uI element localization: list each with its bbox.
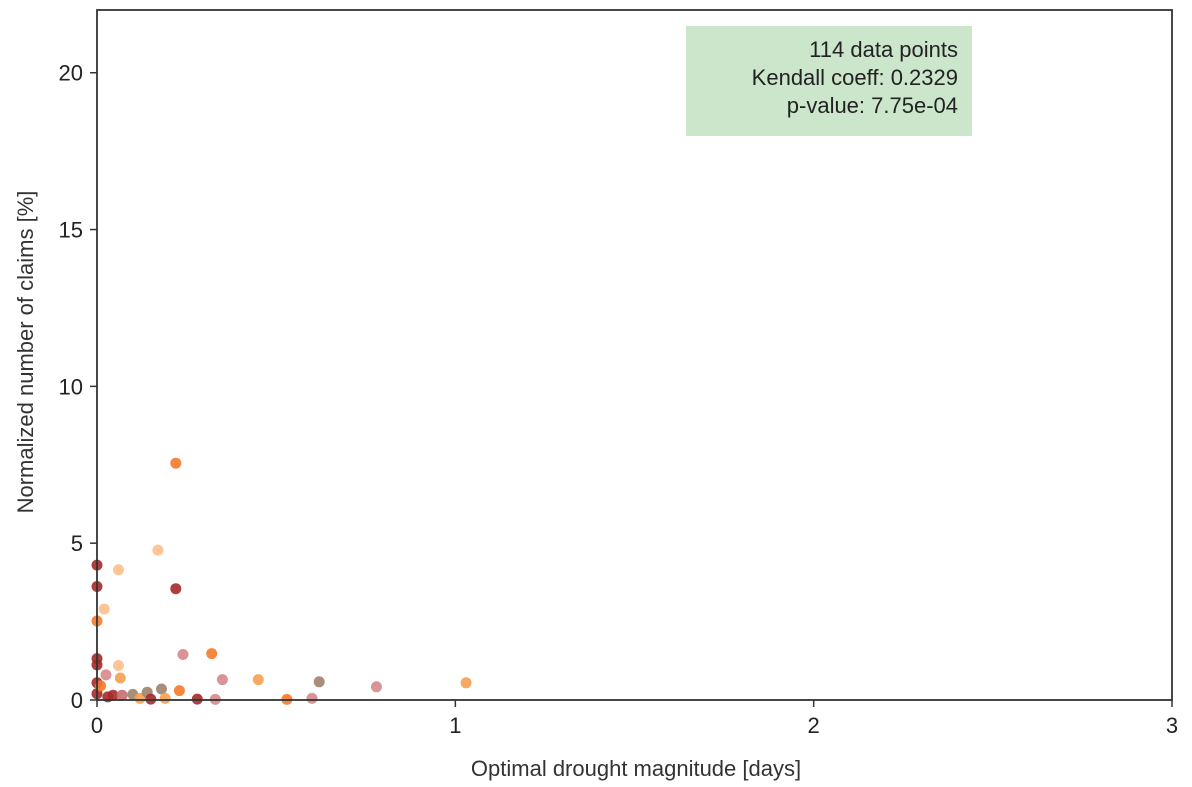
data-point [107,689,119,701]
stat-pvalue: p-value: 7.75e-04 [787,93,958,118]
data-point [252,674,264,686]
y-tick-label: 15 [59,218,83,243]
data-point [170,457,182,469]
x-tick-label: 2 [808,713,820,738]
plot-frame [96,9,1173,701]
data-point [306,692,318,704]
x-tick-label: 0 [91,713,103,738]
data-point [98,603,110,615]
stats-annotation: 114 data points Kendall coeff: 0.2329 p-… [686,26,972,136]
data-point [216,674,228,686]
data-point [100,669,112,681]
data-point [114,672,126,684]
data-point [156,683,167,695]
data-point [177,649,189,660]
y-tick-label: 10 [59,374,83,399]
data-point [116,689,128,701]
data-point [113,564,124,576]
data-point [371,681,382,693]
data-point [113,660,124,671]
data-point [152,544,164,556]
data-point [134,692,146,704]
data-point [206,648,218,660]
stat-kendall: Kendall coeff: 0.2329 [752,65,958,90]
data-point [170,583,182,595]
stat-count: 114 data points [809,37,958,62]
data-point [460,677,472,689]
axes-layer: 0 1 2 3 0 5 10 15 20 [59,9,1178,738]
y-tick-label: 0 [71,688,83,713]
data-point [145,693,157,705]
data-point [159,692,171,704]
stats-box [686,26,972,136]
data-point [191,693,203,705]
data-point [313,676,325,688]
x-axis-label: Optimal drought magnitude [days] [471,756,801,781]
x-tick-label: 1 [449,713,461,738]
y-tick-label: 5 [71,531,83,556]
points-layer [91,457,472,705]
y-axis-label: Normalized number of claims [%] [13,191,38,514]
x-tick-label: 3 [1166,713,1178,738]
data-point [173,685,185,697]
y-tick-label: 20 [59,61,83,86]
